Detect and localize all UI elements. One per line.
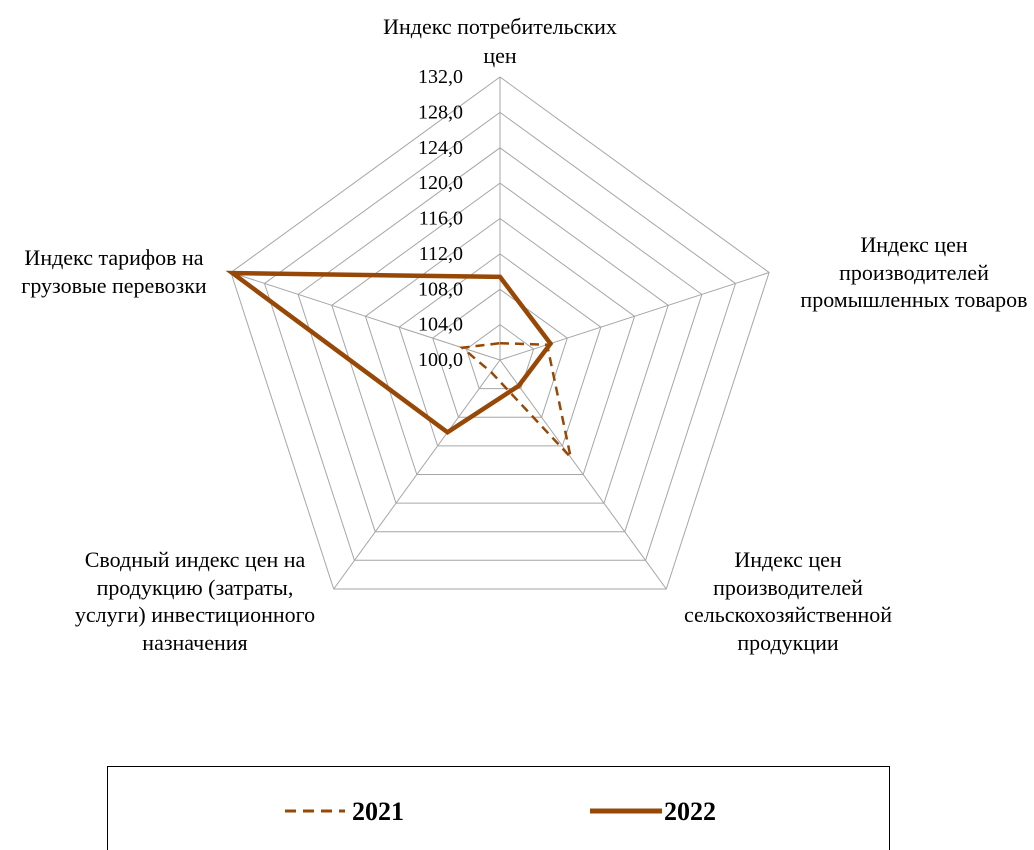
tick-label: 124,0: [418, 137, 463, 159]
tick-label: 100,0: [418, 349, 463, 371]
series-line-2021: [459, 341, 573, 462]
tick-label: 120,0: [418, 172, 463, 194]
category-label-freight-tariffs: Индекс тарифов на грузовые перевозки: [21, 245, 207, 298]
legend: 2021 2022: [107, 766, 890, 850]
category-label-industrial-producer-prices: Индекс цен производителей промышленных т…: [800, 232, 1028, 312]
tick-label: 108,0: [418, 278, 463, 300]
category-label-consumer-prices: Индекс потребительских цен: [383, 14, 617, 68]
grid-spoke: [230, 272, 501, 361]
category-label-agricultural-producer-prices: Индекс цен производителей сельскохозяйст…: [683, 547, 893, 655]
legend-label-2021: 2021: [352, 797, 404, 826]
grid-ring: [398, 253, 602, 447]
grid-ring: [297, 147, 703, 533]
tick-label: 104,0: [418, 314, 463, 336]
grid-ring: [263, 111, 737, 561]
radial-axis-tick-labels: 100,0 104,0 108,0 112,0 116,0 120,0 124,0 128,0…: [418, 66, 463, 371]
category-label-investment-prices: Сводный индекс цен на продукцию (затраты…: [74, 547, 316, 655]
tick-label: 112,0: [419, 243, 463, 265]
tick-label: 116,0: [419, 208, 463, 230]
radar-series: [225, 270, 573, 462]
grid-ring: [331, 182, 669, 504]
legend-box: [107, 766, 890, 850]
grid-spoke: [333, 359, 501, 590]
grid-ring: [230, 76, 770, 590]
grid-ring: [364, 217, 636, 475]
tick-label: 132,0: [418, 66, 463, 88]
tick-label: 128,0: [418, 101, 463, 123]
series-line-2022: [225, 270, 554, 436]
radar-grid: [230, 76, 770, 590]
legend-label-2022: 2022: [664, 797, 716, 826]
grid-ring: [465, 323, 535, 390]
grid-spoke: [499, 359, 667, 590]
grid-ring: [432, 288, 568, 418]
grid-spoke: [499, 272, 770, 361]
